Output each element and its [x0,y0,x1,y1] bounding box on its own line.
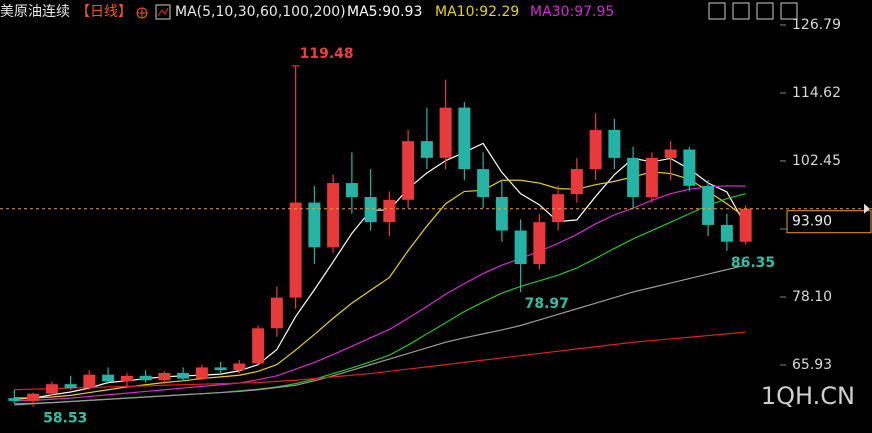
candle-body [458,107,471,170]
low-label: 86.35 [731,255,775,271]
plot: 126.79114.62102.4590.2778.1065.9393.9011… [0,17,872,426]
add-icon[interactable] [136,7,148,19]
tool-button[interactable] [708,2,726,20]
ma-line [14,185,746,402]
candle-body [8,398,21,401]
candle-body [570,169,583,195]
candle-body [552,194,565,223]
candle-body [158,372,171,381]
candle-body [364,197,377,223]
y-tick-label: 102.45 [792,153,841,169]
tool-button[interactable] [780,2,798,20]
tool-button[interactable] [732,2,750,20]
candle-body [308,202,321,248]
period[interactable]: 【日线】 [76,4,132,20]
tool-button[interactable] [756,2,774,20]
legend-item: MA5:90.93 [347,4,422,20]
candle-body [83,374,96,389]
last-price-box [786,210,872,234]
candle-body [495,197,508,231]
candle-body [120,375,133,382]
candle-body [664,149,677,158]
candle-body [383,199,396,223]
candle-body [64,384,77,389]
y-tick-label: 114.62 [792,85,841,101]
legend-item: MA10:92.29 [435,4,519,20]
candle-body [195,367,208,379]
candle-body [608,129,621,158]
candle-body [327,183,340,248]
candle-body [720,224,733,242]
candle-body [402,141,415,200]
candle-body [139,375,152,381]
candle-body [683,149,696,186]
candle-body [514,230,527,265]
low-label: 58.53 [43,410,87,426]
candle-body [589,129,602,170]
chart-title: 美原油连续 [0,3,70,20]
indicator-label: MA(5,10,30,60,100,200) [175,4,346,20]
candle-body [439,107,452,158]
candle-body [270,297,283,329]
last-price-arrow [864,203,870,214]
indicator-icon[interactable] [155,4,171,20]
candle-body [645,157,658,198]
candle-body [214,367,227,371]
candle-body [45,384,58,394]
ma-line [14,264,746,406]
low-label: 78.97 [525,296,569,312]
candle-body [177,372,190,379]
candle-body [289,202,302,298]
watermark: 1QH.CN [761,382,855,410]
ma-line [14,142,747,399]
candle-body [702,185,715,225]
candle-body [102,374,115,382]
y-tick-label: 65.93 [792,357,832,373]
candle-body [233,363,246,371]
candle-body [27,393,40,401]
candle-body [420,141,433,158]
candle-body [252,328,265,364]
ma-line [14,331,746,391]
y-tick-label: 126.79 [792,17,841,33]
candle-body [533,222,546,265]
toolbar [708,2,798,20]
candle-body [627,157,640,198]
y-tick-label: 78.10 [792,289,832,305]
candle-body [739,208,752,242]
legend-item: MA30:97.95 [530,4,614,20]
candle-body [477,169,490,198]
last-price-label: 93.90 [792,214,832,230]
candle-body [345,183,358,198]
high-label: 119.48 [300,46,354,62]
